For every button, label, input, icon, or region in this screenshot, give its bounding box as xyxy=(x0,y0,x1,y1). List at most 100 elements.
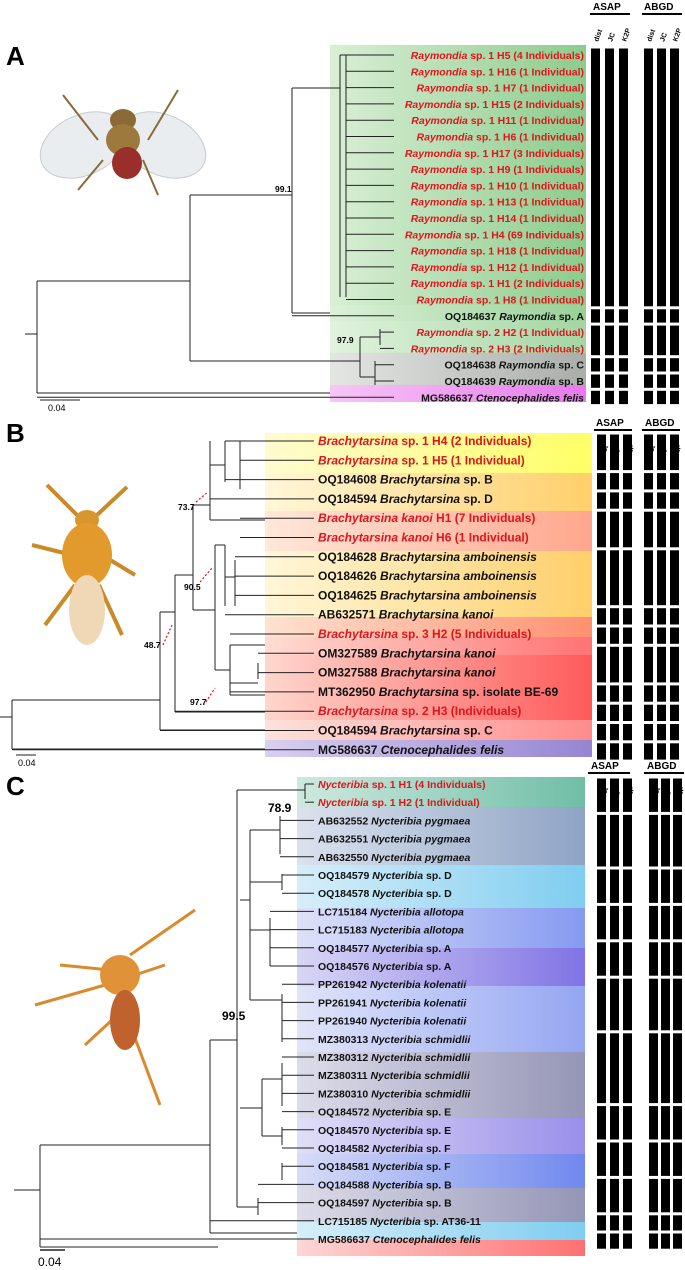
taxon-detail: sp. 1 H1 (2 Individuals) xyxy=(467,278,584,290)
delimitation-bar xyxy=(597,869,606,903)
bootstrap-a-2: 97.9 xyxy=(337,335,354,345)
taxon-detail: sp. 1 H5 (4 Individuals) xyxy=(467,50,584,62)
clade-box-nyct-pygmaea xyxy=(297,807,585,865)
taxon-name: Nycteribia xyxy=(372,1143,423,1155)
clade-box-raymondia-sp1 xyxy=(330,45,586,305)
tip-label: MZ380310 Nycteribia schmidlii xyxy=(318,1088,471,1100)
panel-c: C xyxy=(6,761,685,1269)
delimitation-bar xyxy=(597,685,606,702)
delimitation-bar xyxy=(649,1106,658,1140)
tip-label: OQ184608 Brachytarsina sp. B xyxy=(318,473,493,487)
delimitation-bar xyxy=(610,627,619,644)
accession-number: OQ184639 xyxy=(445,376,499,388)
taxon-detail: sp. 1 H18 (1 Individual) xyxy=(467,246,584,258)
tip-label: MG586637 Ctenocephalides felis xyxy=(318,743,504,757)
clade-box-brachy-kanoi-ab xyxy=(265,617,592,637)
method-subheader: JC xyxy=(607,32,617,43)
tip-label: MG586637 Ctenocephalides felis xyxy=(318,1234,481,1246)
accession-number: OQ184582 xyxy=(318,1143,372,1155)
delimitation-bar xyxy=(597,1215,606,1231)
taxon-detail: sp. A xyxy=(556,311,585,323)
method-subheader: dist xyxy=(599,444,610,459)
delimitation-bar xyxy=(597,1233,606,1249)
taxon-name: Nycteribia kolenatii xyxy=(370,979,467,991)
taxon-detail: sp. 3 H2 (5 Individuals) xyxy=(398,627,531,641)
panel-b: B xyxy=(0,418,684,768)
accession-number: AB632550 xyxy=(318,852,371,864)
taxon-name: Brachytarsina kanoi xyxy=(381,666,496,680)
delimitation-bar xyxy=(657,724,666,741)
delimitation-bar xyxy=(649,905,658,940)
method-subheader: dist xyxy=(593,28,604,43)
delimitation-bar xyxy=(591,358,600,372)
tip-label: Raymondia sp. 1 H16 (1 Individual) xyxy=(411,66,584,78)
delimitation-bar xyxy=(623,743,632,760)
delimitation-bar xyxy=(657,374,666,388)
accession-number: OQ184581 xyxy=(318,1161,372,1173)
delimitation-bar xyxy=(605,48,614,307)
accession-number: OM327589 xyxy=(318,646,381,660)
tip-label: Raymondia sp. 1 H8 (1 Individual) xyxy=(417,295,584,307)
tip-label: MT362950 Brachytarsina sp. isolate BE-69 xyxy=(318,685,558,699)
tip-label: OQ184572 Nycteribia sp. E xyxy=(318,1107,451,1119)
taxon-name: Raymondia xyxy=(417,83,474,95)
taxon-detail: sp. 1 H12 (1 Individual) xyxy=(467,262,584,274)
taxon-name: Raymondia xyxy=(411,246,468,258)
delimitation-bar xyxy=(644,511,653,548)
asap-header-b: ASAP xyxy=(596,418,624,429)
taxon-detail: sp. E xyxy=(423,1107,451,1119)
delimitation-bar xyxy=(610,814,619,867)
taxon-name: Brachytarsina kanoi xyxy=(318,511,433,525)
accession-number: PP261940 xyxy=(318,1016,370,1028)
delimitation-bar xyxy=(657,511,666,548)
delimitation-bar xyxy=(644,374,653,388)
taxon-name: Nycteribia pygmaea xyxy=(371,852,470,864)
taxon-name: Brachytarsina xyxy=(380,724,460,738)
clade-box-brachy-sp3 xyxy=(265,637,592,655)
accession-number: MZ380311 xyxy=(318,1070,371,1082)
delimitation-bar xyxy=(657,434,666,471)
tip-label: Raymondia sp. 1 H9 (1 Individuals) xyxy=(411,164,584,176)
delimitation-bar xyxy=(597,724,606,741)
accession-number: OQ184637 xyxy=(445,311,499,323)
clade-box-nyct-at36 xyxy=(297,1222,585,1240)
taxon-name: Nycteribia pygmaea xyxy=(371,834,470,846)
delimitation-bar xyxy=(605,374,614,388)
delimitation-bar xyxy=(670,325,679,356)
delimitation-bar xyxy=(623,1233,632,1249)
delimitation-bar xyxy=(623,869,632,903)
clade-box-brachy-sp1 xyxy=(265,433,592,473)
bootstrap-c-1: 78.9 xyxy=(268,801,292,815)
delimitation-bar xyxy=(597,704,606,721)
delimitation-bar xyxy=(661,1178,670,1213)
taxon-detail: sp. D xyxy=(423,870,452,882)
delimitation-bar xyxy=(623,550,632,606)
clade-boxes-c xyxy=(297,777,585,1256)
taxon-name: Nycteribia xyxy=(372,888,423,900)
delimitation-bar xyxy=(644,627,653,644)
taxon-name: Nycteribia allotopa xyxy=(370,906,464,918)
species-bars-b xyxy=(597,434,679,760)
delimitation-bar xyxy=(619,358,628,372)
delimitation-bar xyxy=(610,704,619,721)
delimitation-bar xyxy=(605,358,614,372)
taxon-name: Raymondia xyxy=(417,295,474,307)
delimitation-bar xyxy=(623,511,632,548)
delimitation-bar xyxy=(623,1106,632,1140)
scale-label-a: 0.04 xyxy=(48,403,66,413)
delimitation-bar xyxy=(670,434,679,471)
abgd-header-b: ABGD xyxy=(645,418,674,429)
delimitation-bar xyxy=(610,473,619,490)
taxon-detail: sp. F xyxy=(423,1143,451,1155)
delimitation-bar xyxy=(673,1142,682,1176)
species-bars-c xyxy=(597,778,682,1249)
delimitation-bar xyxy=(673,1215,682,1231)
tip-label: Raymondia sp. 1 H7 (1 Individual) xyxy=(417,83,584,95)
method-subheader: JC xyxy=(612,448,622,459)
delimitation-bar xyxy=(644,325,653,356)
species-bars-a xyxy=(591,48,679,405)
tip-label: Raymondia sp. 2 H2 (1 Individual) xyxy=(417,327,584,339)
delimitation-bar xyxy=(623,814,632,867)
tip-label: MZ380313 Nycteribia schmidlii xyxy=(318,1034,471,1046)
clade-box-outgroup-b xyxy=(265,740,592,757)
